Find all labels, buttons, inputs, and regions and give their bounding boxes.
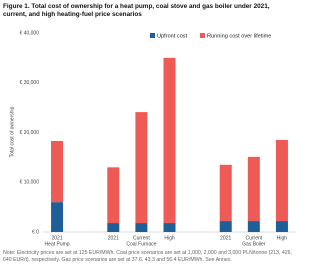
note: Note: Electricity prices are set at 125 …: [3, 250, 292, 263]
bar-segment: [135, 112, 148, 224]
bar-segment: [219, 221, 232, 232]
y-tick-label: € 0: [32, 229, 39, 235]
y-axis-label: Total cost of ownership: [9, 106, 15, 157]
y-tick-label: € 30,000: [20, 80, 40, 86]
bar-segment: [135, 223, 148, 232]
group-label: Heat Pump: [45, 241, 70, 247]
chart: Total cost of ownership € 0 € 10,000 € 20,…: [9, 30, 296, 247]
x-tick-label: Current: [133, 235, 150, 241]
bar-segment: [275, 221, 288, 232]
bar-segment: [163, 223, 176, 232]
legend-swatch: [200, 33, 205, 38]
bar-segment: [107, 167, 120, 224]
legend-label: Upfront cost: [157, 33, 188, 39]
bar-segment: [219, 164, 232, 222]
chart-title: Figure 1. Total cost of ownership for a …: [3, 3, 270, 18]
bar-segment: [247, 221, 260, 232]
y-tick-label: € 10,000: [20, 180, 40, 186]
x-tick-label: Current: [245, 235, 262, 241]
x-tick-label: 2021: [51, 235, 62, 241]
page: Figure 1. Total cost of ownership for a …: [3, 3, 296, 263]
y-tick-label: € 20,000: [20, 130, 40, 136]
bar-segment: [275, 139, 288, 222]
x-tick-label: High: [277, 235, 288, 241]
bar-segment: [51, 140, 64, 203]
legend-swatch: [150, 33, 155, 38]
bar-segment: [107, 223, 120, 232]
group-label: Gas Boiler: [242, 241, 266, 247]
bar-segment: [51, 202, 64, 232]
x-tick-label: High: [164, 235, 175, 241]
bar-segment: [247, 156, 260, 222]
x-tick-label: 2021: [108, 235, 119, 241]
bar-segment: [163, 57, 176, 224]
group-label: Coal Furnace: [126, 241, 156, 247]
x-tick-label: 2021: [220, 235, 231, 241]
y-tick-label: € 40,000: [20, 30, 40, 36]
legend-label: Running cost over lifetime: [207, 33, 271, 39]
